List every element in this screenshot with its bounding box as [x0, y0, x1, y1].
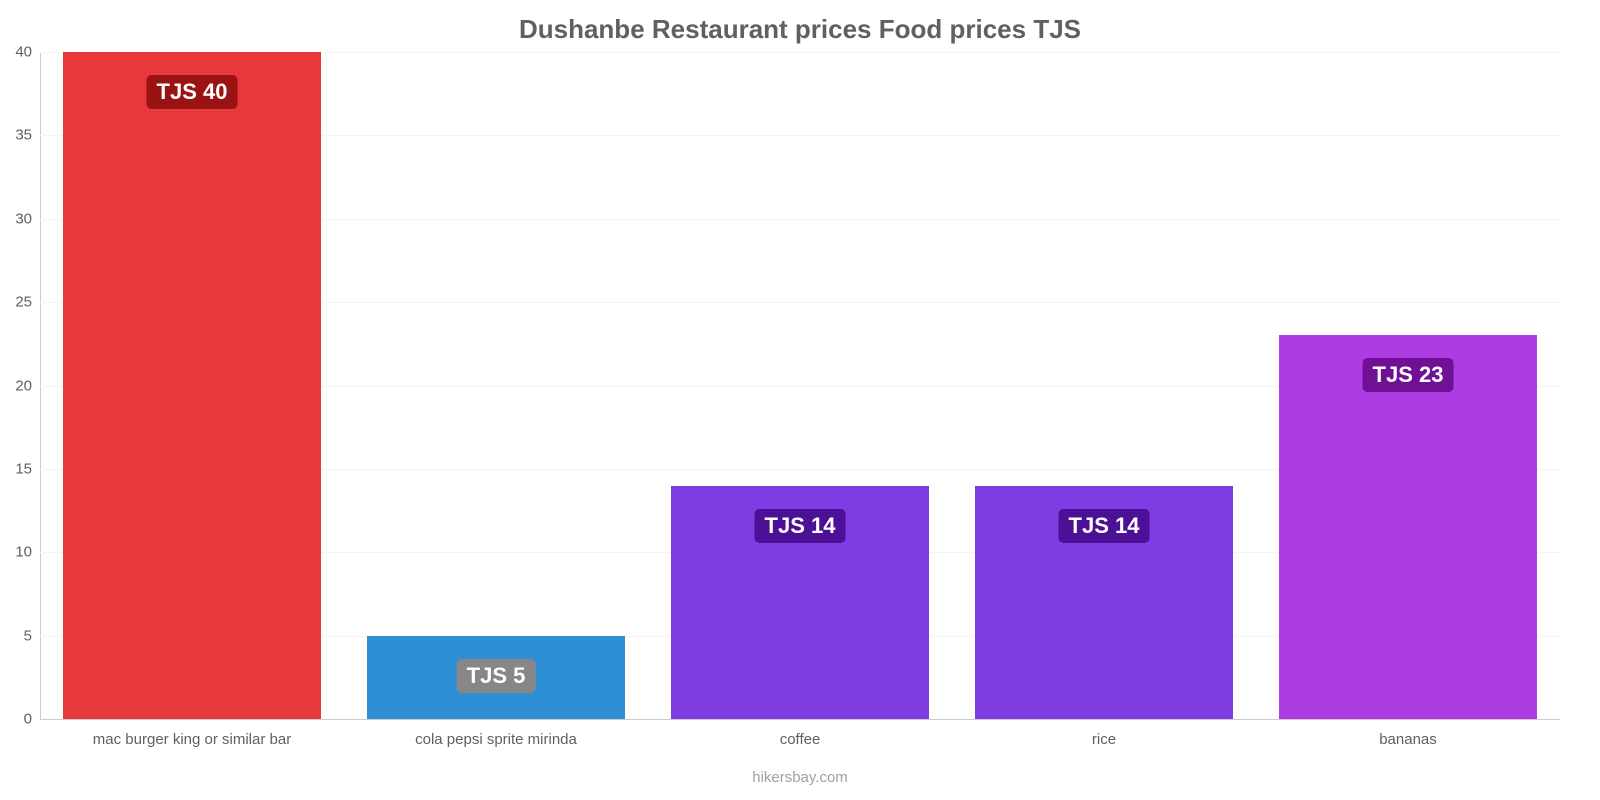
y-tick-label: 15: [15, 460, 32, 477]
y-tick-label: 10: [15, 544, 32, 561]
x-category-label: cola pepsi sprite mirinda: [415, 731, 577, 748]
plot-area: 0510152025303540mac burger king or simil…: [40, 52, 1560, 720]
y-tick-label: 0: [24, 711, 32, 728]
x-category-label: rice: [1092, 731, 1116, 748]
data-label: TJS 14: [1059, 509, 1150, 543]
y-tick-label: 25: [15, 294, 32, 311]
chart-container: Dushanbe Restaurant prices Food prices T…: [0, 0, 1600, 800]
x-category-label: coffee: [780, 731, 821, 748]
y-tick-label: 35: [15, 127, 32, 144]
y-tick-label: 40: [15, 44, 32, 61]
y-tick-label: 5: [24, 627, 32, 644]
chart-title: Dushanbe Restaurant prices Food prices T…: [0, 14, 1600, 45]
bar: [63, 52, 321, 719]
x-category-label: mac burger king or similar bar: [93, 731, 291, 748]
x-category-label: bananas: [1379, 731, 1437, 748]
credit-text: hikersbay.com: [0, 769, 1600, 786]
bar: [1279, 335, 1537, 719]
data-label: TJS 5: [457, 659, 536, 693]
y-tick-label: 20: [15, 377, 32, 394]
y-tick-label: 30: [15, 210, 32, 227]
data-label: TJS 23: [1363, 358, 1454, 392]
data-label: TJS 40: [147, 75, 238, 109]
data-label: TJS 14: [755, 509, 846, 543]
